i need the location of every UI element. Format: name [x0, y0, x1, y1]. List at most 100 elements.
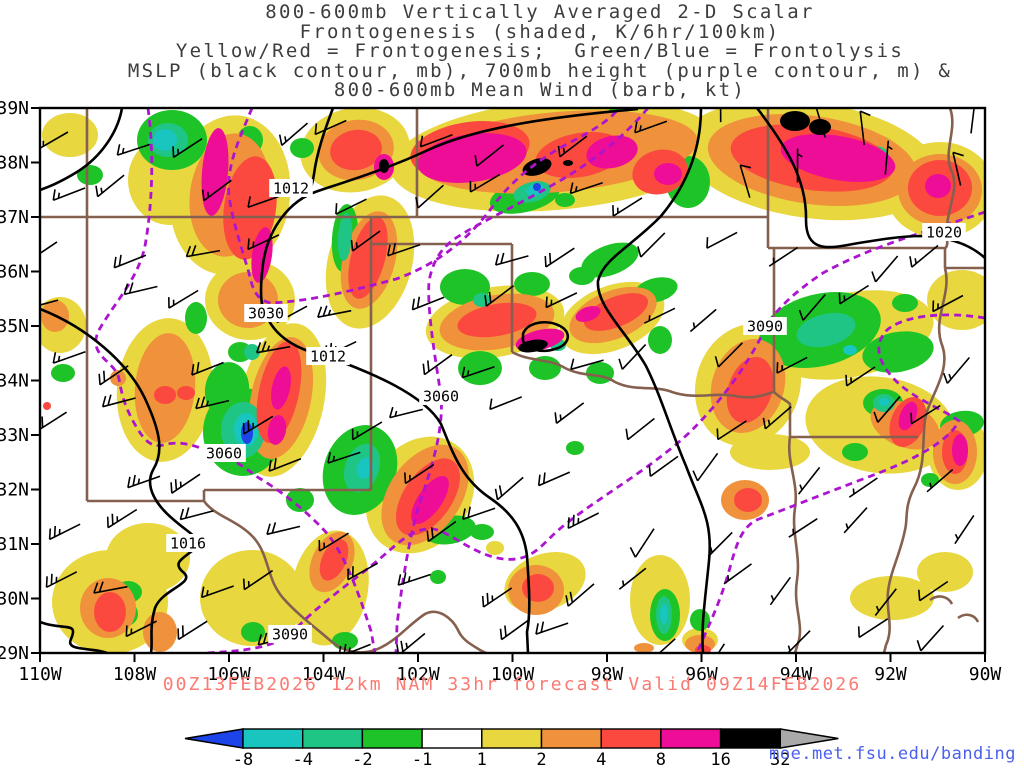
wind-barb: [314, 119, 347, 136]
wind-barb: [637, 232, 666, 258]
shaded-region: [514, 272, 550, 296]
shaded-region: [730, 434, 810, 470]
contour-label: 3060: [206, 445, 242, 463]
wind-barb: [247, 234, 280, 251]
colorbar-segment: [242, 728, 304, 749]
shaded-region: [522, 158, 552, 176]
wind-barb: [469, 173, 501, 193]
height-contour: [205, 210, 985, 653]
mslp-contour: [521, 320, 569, 353]
shaded-region: [486, 541, 504, 555]
contour-labels: 1012 1012 1016 1020 3030 3060 3060 3090 3090: [166, 179, 966, 644]
watermark-link[interactable]: moe.met.fsu.edu/banding: [769, 744, 1016, 764]
shaded-region: [430, 570, 446, 584]
colorbar-below-arrow: [184, 728, 244, 749]
colorbar-label: -1: [412, 750, 432, 768]
y-axis-tick-label: 39N: [0, 98, 29, 119]
wind-barb: [387, 243, 421, 257]
wind-barb: [404, 463, 435, 485]
wind-barb: [98, 365, 129, 386]
shaded-region: [337, 213, 353, 261]
contour-label: 1016: [170, 535, 206, 553]
state-border: [882, 267, 948, 653]
wind-barb: [40, 131, 69, 150]
y-axis-tick-label: 29N: [0, 643, 29, 664]
shaded-region: [879, 398, 889, 406]
wind-barb: [52, 187, 86, 202]
wind-barb: [462, 506, 496, 521]
colorbar-label: -4: [292, 750, 312, 768]
height-contour: [695, 313, 985, 653]
title-line-5: 800-600mb Mean Wind (barb, kt): [333, 79, 747, 101]
colorbar-label: 1: [477, 750, 487, 768]
wind-barb: [873, 395, 901, 423]
y-axis-tick-label: 37N: [0, 207, 29, 228]
wind-barb: [317, 305, 352, 318]
wind-barb: [692, 452, 719, 482]
shaded-region: [796, 312, 856, 348]
shaded-region: [925, 174, 951, 198]
title-line-3: Yellow/Red = Frontogenesis; Green/Blue =…: [175, 40, 905, 62]
colorbar-segment: [302, 728, 364, 749]
shaded-region: [458, 351, 502, 385]
shaded-region: [586, 362, 614, 384]
wind-barb: [426, 520, 457, 543]
y-axis-tick-label: 32N: [0, 480, 29, 501]
wind-barb: [461, 365, 495, 379]
shaded-region: [842, 443, 868, 461]
wind-barb: [629, 528, 655, 558]
wind-barb: [195, 396, 230, 410]
shaded-region: [356, 457, 374, 479]
wind-barb: [350, 230, 381, 252]
x-axis-tick-label: 94W: [780, 664, 813, 685]
shaded-region: [555, 193, 575, 207]
colorbar-segment: [481, 728, 543, 749]
wind-barb: [201, 179, 232, 202]
wind-barb: [544, 247, 575, 268]
y-axis-tick-label: 35N: [0, 316, 29, 337]
wind-barb: [48, 523, 81, 541]
shaded-region: [290, 138, 314, 158]
shaded-region: [185, 302, 207, 334]
wind-barb: [389, 406, 423, 419]
colorbar-segment: [361, 728, 423, 749]
contour-label-chip: [269, 179, 313, 197]
shaded-region: [411, 476, 449, 524]
shaded-region: [330, 129, 382, 171]
wind-barb: [116, 143, 150, 156]
x-axis-tick-label: 98W: [591, 664, 624, 685]
wind-barb: [567, 512, 600, 530]
wind-barb: [970, 108, 980, 134]
shaded-region: [177, 386, 195, 400]
contour-label-chip: [922, 223, 966, 241]
shaded-region: [51, 364, 75, 382]
shaded-region: [200, 550, 304, 646]
mslp-contour: [259, 108, 639, 653]
wind-barb: [815, 108, 827, 138]
shaded-region: [244, 344, 260, 360]
state-border: [511, 350, 775, 399]
shaded-region: [654, 163, 682, 185]
shaded-region: [586, 135, 638, 169]
title-line-4: MSLP (black contour, mb), 700mb height (…: [127, 59, 953, 82]
wind-barb: [415, 184, 445, 209]
wind-barb: [266, 522, 301, 536]
shaded-region: [457, 302, 537, 338]
state-borders: [40, 108, 985, 653]
shaded-region: [94, 592, 126, 632]
wind-barb: [714, 342, 743, 368]
wind-barb: [123, 282, 158, 296]
shaded-region: [522, 574, 554, 602]
state-border: [773, 391, 792, 437]
contour-label-chip: [743, 317, 787, 335]
wind-barb: [557, 135, 588, 158]
wind-barb: [422, 354, 453, 376]
shaded-region: [583, 293, 649, 331]
x-axis-tick-label: 110W: [18, 664, 62, 685]
wind-barb: [494, 476, 524, 501]
shaded-region: [348, 217, 388, 299]
state-border: [87, 490, 206, 503]
wind-barb: [179, 507, 214, 521]
